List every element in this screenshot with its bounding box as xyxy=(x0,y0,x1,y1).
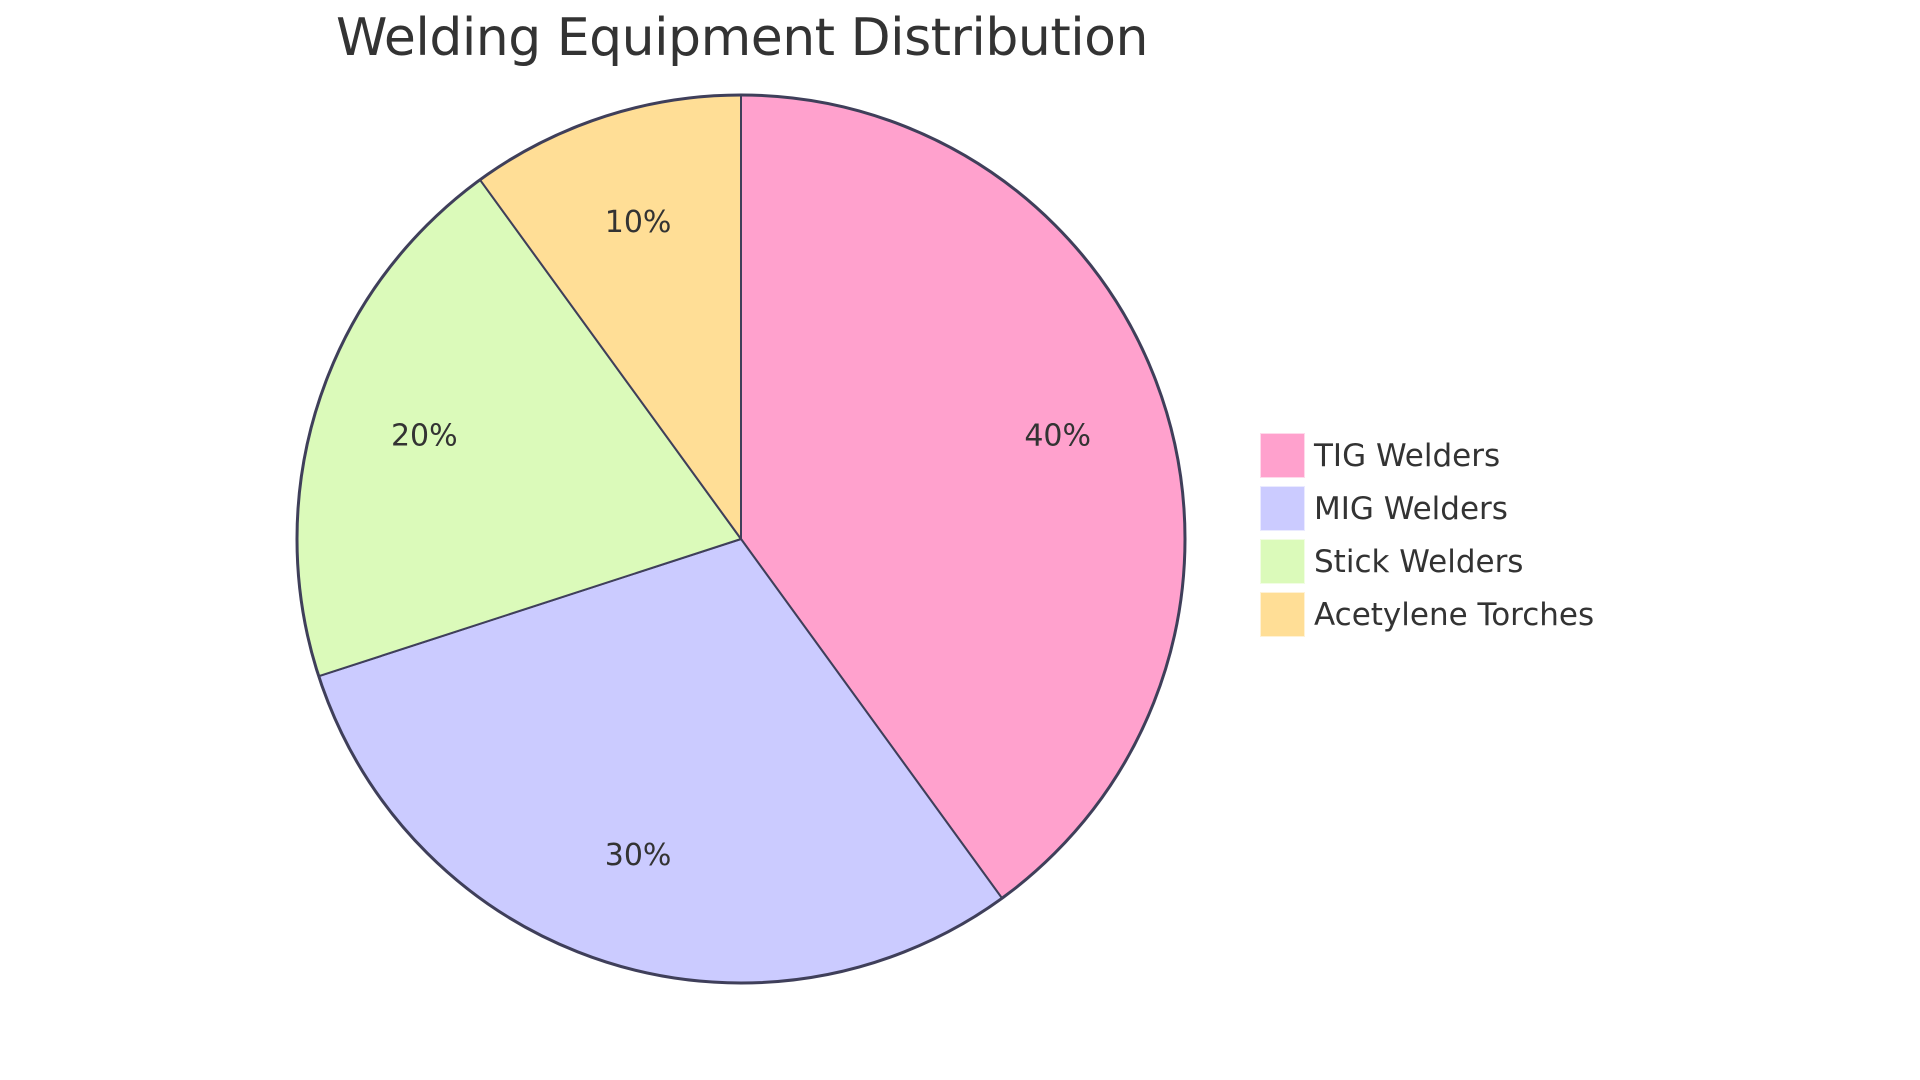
pie-outline xyxy=(295,93,1187,985)
pie-slices xyxy=(295,94,1187,985)
legend-item-mig-welders: MIG Welders xyxy=(1260,486,1594,531)
pie-labels: 40% 30% 20% 10% xyxy=(391,205,1091,873)
legend-label: Acetylene Torches xyxy=(1314,596,1595,633)
legend-item-acetylene-torches: Acetylene Torches xyxy=(1260,592,1594,637)
legend-label: TIG Welders xyxy=(1314,437,1501,474)
slice-label: 40% xyxy=(1024,419,1091,454)
legend-label: Stick Welders xyxy=(1314,543,1524,580)
legend: TIG Welders MIG Welders Stick Welders Ac… xyxy=(1260,433,1594,645)
legend-swatch-stick xyxy=(1260,539,1305,584)
slice-label: 30% xyxy=(605,838,672,873)
legend-item-tig-welders: TIG Welders xyxy=(1260,433,1594,478)
chart-title: Welding Equipment Distribution xyxy=(336,8,1148,68)
legend-swatch-acetylene xyxy=(1260,592,1305,637)
legend-swatch-tig xyxy=(1260,433,1305,478)
legend-swatch-mig xyxy=(1260,486,1305,531)
legend-item-stick-welders: Stick Welders xyxy=(1260,539,1594,584)
slice-label: 10% xyxy=(605,205,672,240)
slice-label: 20% xyxy=(391,419,458,454)
legend-label: MIG Welders xyxy=(1314,490,1508,527)
